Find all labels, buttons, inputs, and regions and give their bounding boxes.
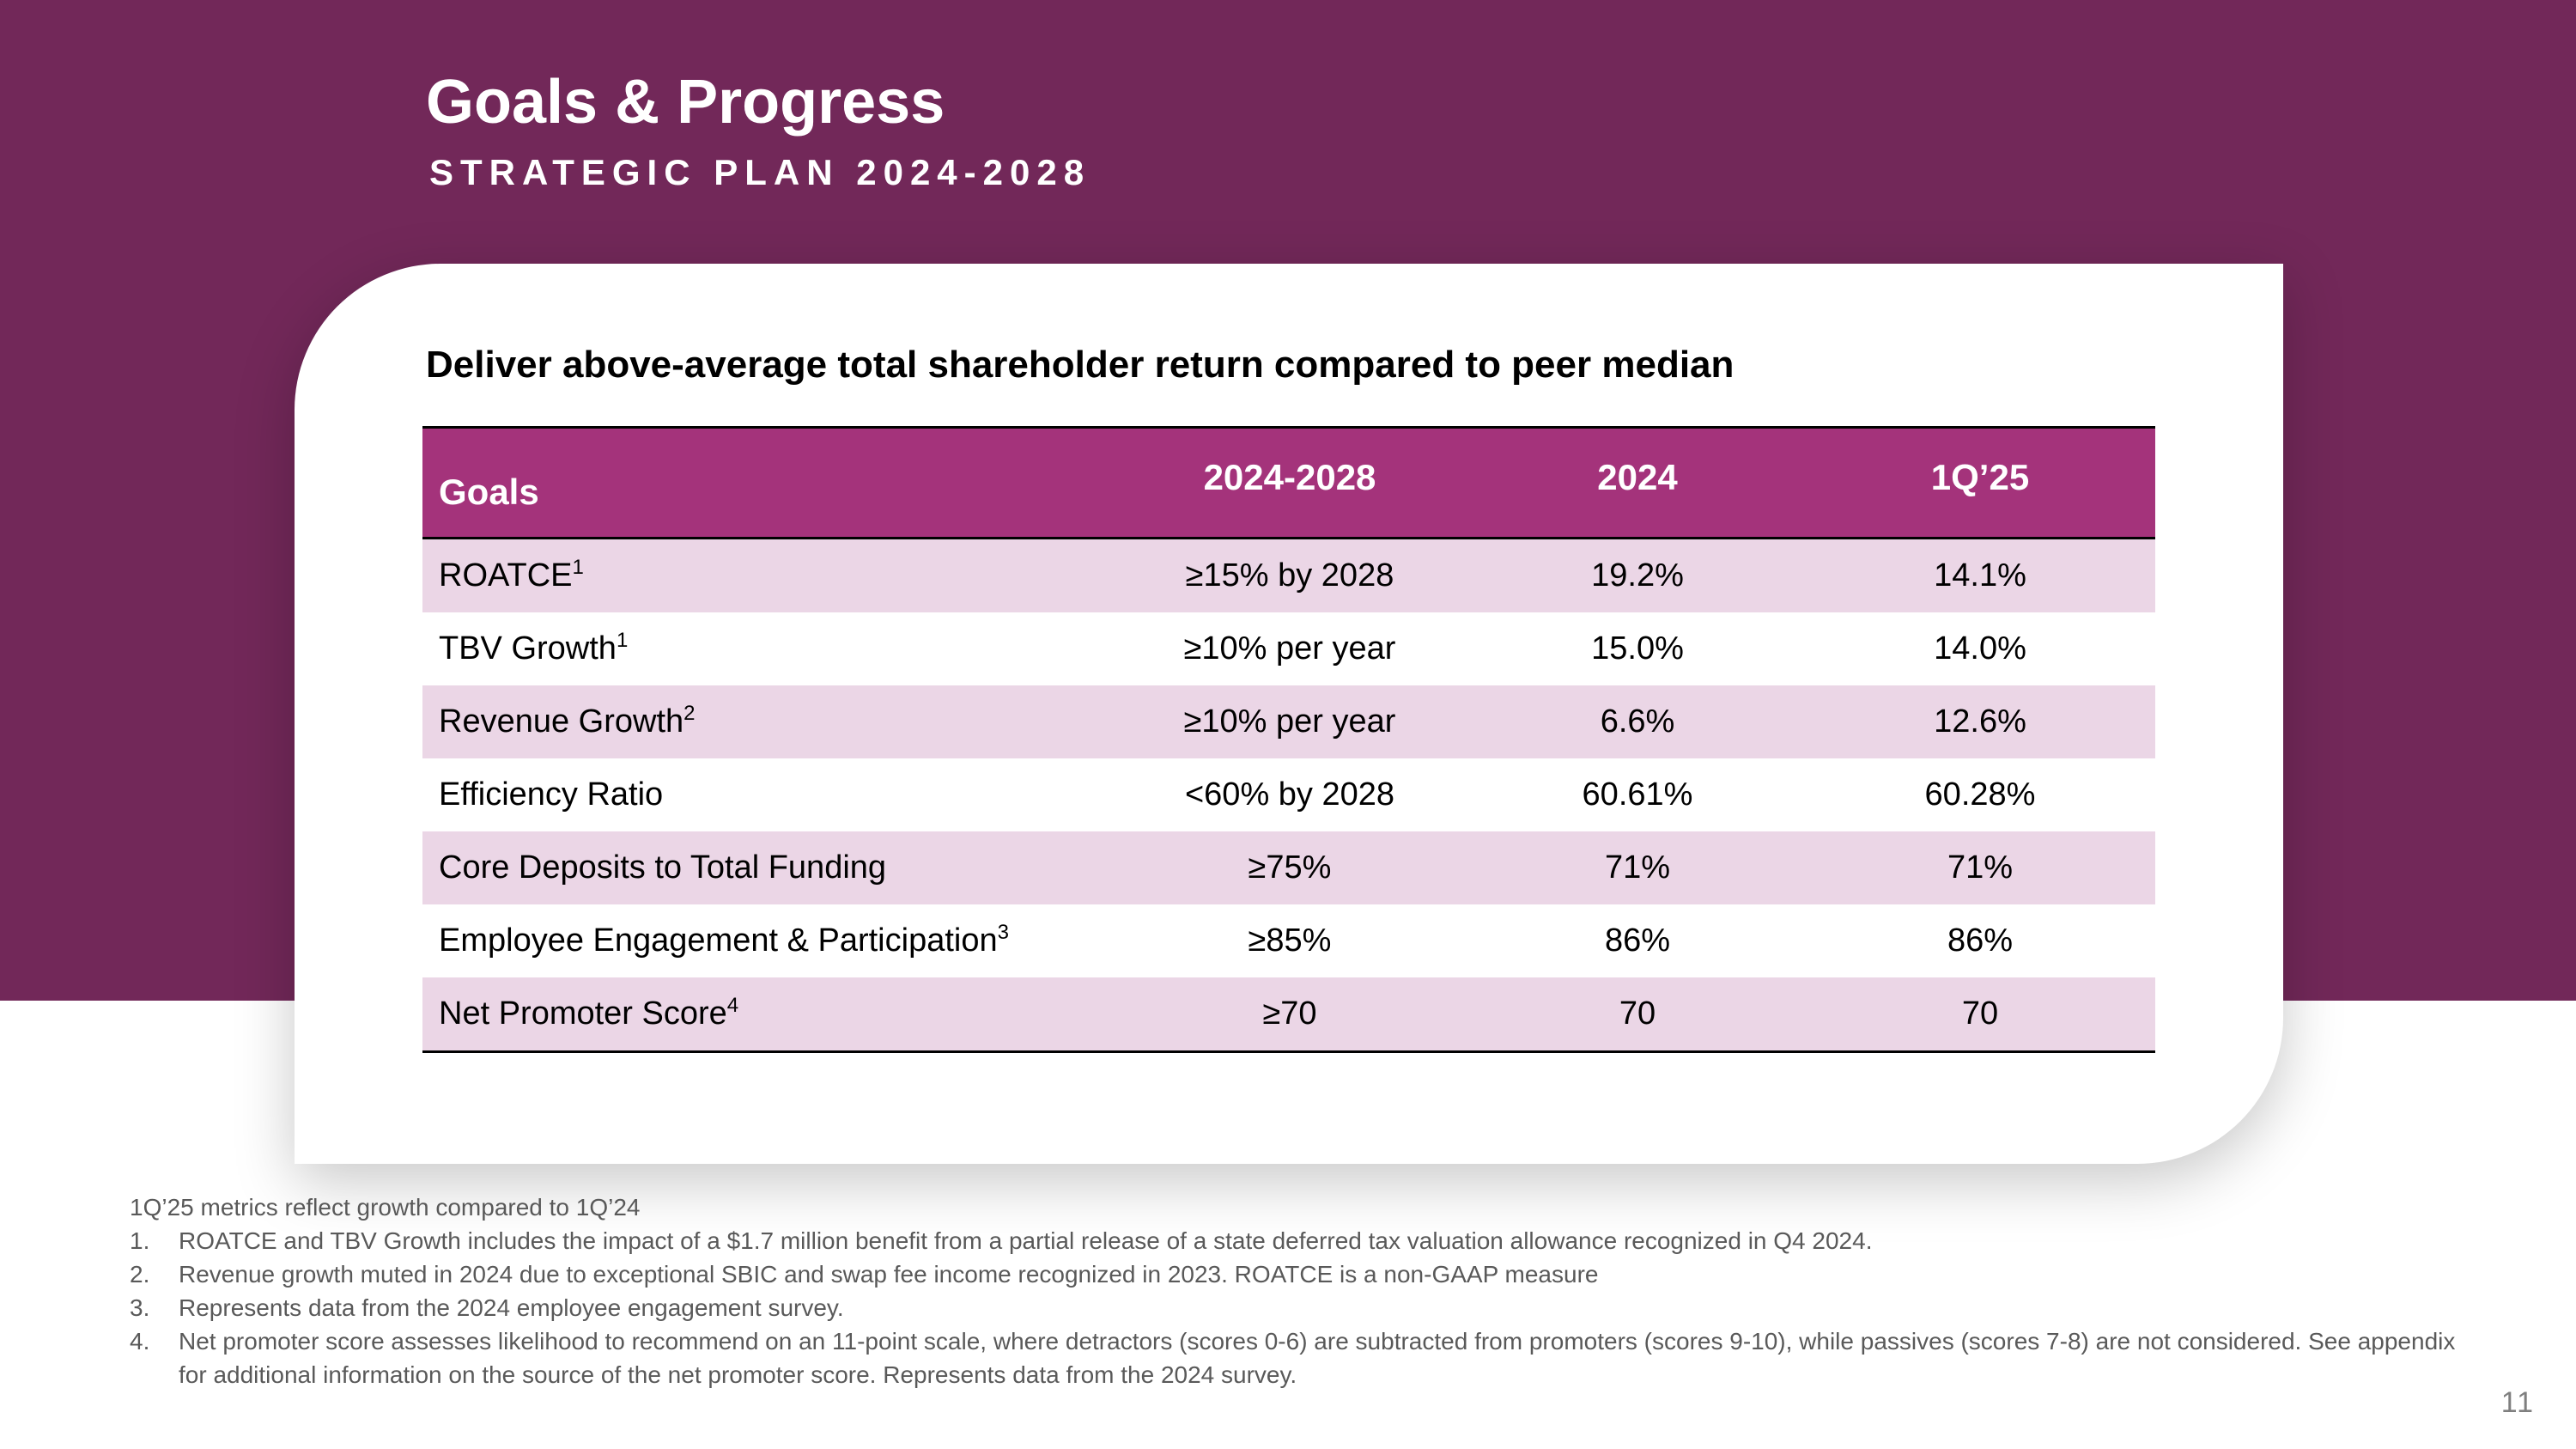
target-cell: ≥70: [1262, 995, 1317, 1032]
goal-cell: Net Promoter Score4: [422, 977, 1109, 1052]
value-2024-cell: 15.0%: [1591, 630, 1684, 667]
target-cell: ≥15% by 2028: [1185, 557, 1394, 594]
footnote-ref: 1: [572, 556, 584, 579]
goal-cell: Efficiency Ratio: [422, 758, 1109, 831]
footnote-number: 3.: [130, 1294, 150, 1321]
footnote-ref: 1: [616, 629, 629, 652]
value-2024-cell: 19.2%: [1591, 557, 1684, 594]
table-row: ROATCE1 ≥15% by 2028 19.2% 14.1%: [422, 538, 2155, 613]
value-2024-cell: 86%: [1604, 922, 1671, 959]
goal-label: ROATCE: [439, 557, 573, 594]
table-header-row: Goals 2024-2028 2024 1Q’25: [422, 427, 2155, 539]
value-2024-cell: 6.6%: [1600, 703, 1675, 740]
footnote-item: 3. Represents data from the 2024 employee…: [130, 1291, 2482, 1324]
value-1q25-cell: 71%: [1947, 849, 2014, 886]
goal-cell: Core Deposits to Total Funding: [422, 831, 1109, 904]
header-target: 2024-2028: [1203, 457, 1376, 497]
footnote-list: 1. ROATCE and TBV Growth includes the imp…: [130, 1224, 2482, 1391]
value-2024-cell: 60.61%: [1582, 776, 1693, 813]
footnote-ref: 4: [726, 994, 739, 1017]
goal-label: TBV Growth: [439, 630, 617, 667]
footnote-number: 4.: [130, 1328, 150, 1355]
footnote-text: ROATCE and TBV Growth includes the impac…: [179, 1227, 1873, 1254]
goals-table: Goals 2024-2028 2024 1Q’25 ROATCE1 ≥15% …: [422, 426, 2155, 1053]
footnotes: 1Q’25 metrics reflect growth compared to…: [130, 1190, 2482, 1391]
table-row: Revenue Growth2 ≥10% per year 6.6% 12.6%: [422, 685, 2155, 758]
table-row: Net Promoter Score4 ≥70 70 70: [422, 977, 2155, 1052]
footnote-text: Net promoter score assesses likelihood t…: [179, 1328, 2456, 1388]
value-1q25-cell: 12.6%: [1934, 703, 2026, 740]
value-1q25-cell: 86%: [1947, 922, 2014, 959]
goal-label: Revenue Growth: [439, 703, 684, 740]
footnote-ref: 2: [683, 702, 696, 725]
table-row: TBV Growth1 ≥10% per year 15.0% 14.0%: [422, 612, 2155, 685]
page-title: Goals & Progress: [426, 68, 945, 137]
footnote-text: Revenue growth muted in 2024 due to exce…: [179, 1261, 1599, 1288]
target-cell: <60% by 2028: [1184, 776, 1395, 813]
page-number: 11: [2500, 1386, 2535, 1419]
footnote-number: 2.: [130, 1261, 150, 1288]
goal-cell: ROATCE1: [422, 539, 1109, 613]
goal-label: Employee Engagement & Participation: [439, 922, 998, 959]
footnote-intro: 1Q’25 metrics reflect growth compared to…: [130, 1194, 641, 1221]
table-row: Core Deposits to Total Funding ≥75% 71% …: [422, 831, 2155, 904]
card-heading: Deliver above-average total shareholder …: [426, 344, 1735, 386]
table-row: Employee Engagement & Participation3 ≥85…: [422, 904, 2155, 977]
footnote-item: 1. ROATCE and TBV Growth includes the imp…: [130, 1224, 2482, 1257]
header-1q25: 1Q’25: [1930, 457, 2030, 497]
goal-label: Core Deposits to Total Funding: [439, 849, 887, 886]
footnote-item: 4. Net promoter score assesses likelihood…: [130, 1324, 2482, 1391]
target-cell: ≥85%: [1248, 922, 1332, 959]
value-2024-cell: 71%: [1604, 849, 1671, 886]
value-1q25-cell: 60.28%: [1924, 776, 2036, 813]
target-cell: ≥10% per year: [1183, 703, 1396, 740]
footnote-number: 1.: [130, 1227, 150, 1254]
content-card: [295, 264, 2283, 1164]
goal-cell: TBV Growth1: [422, 612, 1109, 685]
value-2024-cell: 70: [1619, 995, 1656, 1032]
goal-label: Efficiency Ratio: [439, 776, 664, 813]
page-subtitle: STRATEGIC PLAN 2024-2028: [429, 152, 1091, 192]
value-1q25-cell: 70: [1961, 995, 1999, 1032]
header-2024: 2024: [1597, 457, 1678, 497]
value-1q25-cell: 14.0%: [1934, 630, 2026, 667]
target-cell: ≥10% per year: [1183, 630, 1396, 667]
goal-cell: Employee Engagement & Participation3: [422, 904, 1109, 977]
goal-label: Net Promoter Score: [439, 995, 727, 1032]
footnote-item: 2. Revenue growth muted in 2024 due to ex…: [130, 1257, 2482, 1291]
goal-cell: Revenue Growth2: [422, 685, 1109, 758]
footnote-ref: 3: [997, 921, 1009, 944]
value-1q25-cell: 14.1%: [1934, 557, 2026, 594]
table-row: Efficiency Ratio <60% by 2028 60.61% 60.…: [422, 758, 2155, 831]
header-goals: Goals: [439, 472, 539, 512]
footnote-text: Represents data from the 2024 employee e…: [179, 1294, 844, 1321]
target-cell: ≥75%: [1248, 849, 1332, 886]
